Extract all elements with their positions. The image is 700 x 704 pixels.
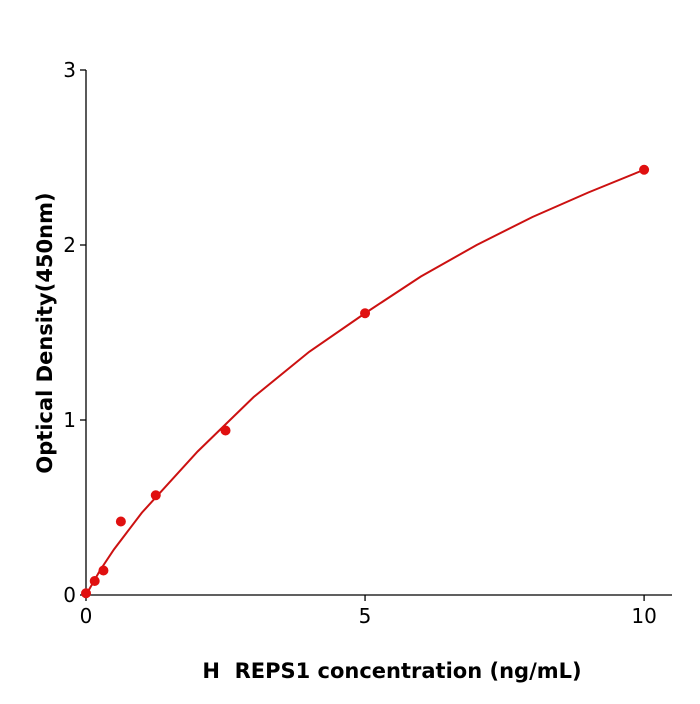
x-tick-label: 10: [631, 604, 656, 628]
y-tick-label: 1: [63, 408, 76, 432]
data-point: [150, 490, 161, 501]
fit-curve: [85, 168, 645, 596]
data-point: [89, 576, 100, 586]
x-axis-label: H REPS1 concentration (ng/mL): [202, 659, 581, 683]
y-tick-label: 0: [63, 583, 76, 607]
data-point: [360, 308, 371, 319]
y-tick-label: 3: [63, 58, 76, 82]
data-point: [220, 425, 231, 436]
data-point: [115, 516, 126, 527]
data-point: [639, 164, 650, 175]
x-tick-label: 0: [80, 604, 93, 628]
data-point: [98, 565, 109, 576]
y-tick-label: 2: [63, 233, 76, 257]
y-axis-label: Optical Density(450nm): [33, 192, 57, 473]
data-point: [81, 588, 91, 599]
x-tick-label: 5: [359, 604, 372, 628]
